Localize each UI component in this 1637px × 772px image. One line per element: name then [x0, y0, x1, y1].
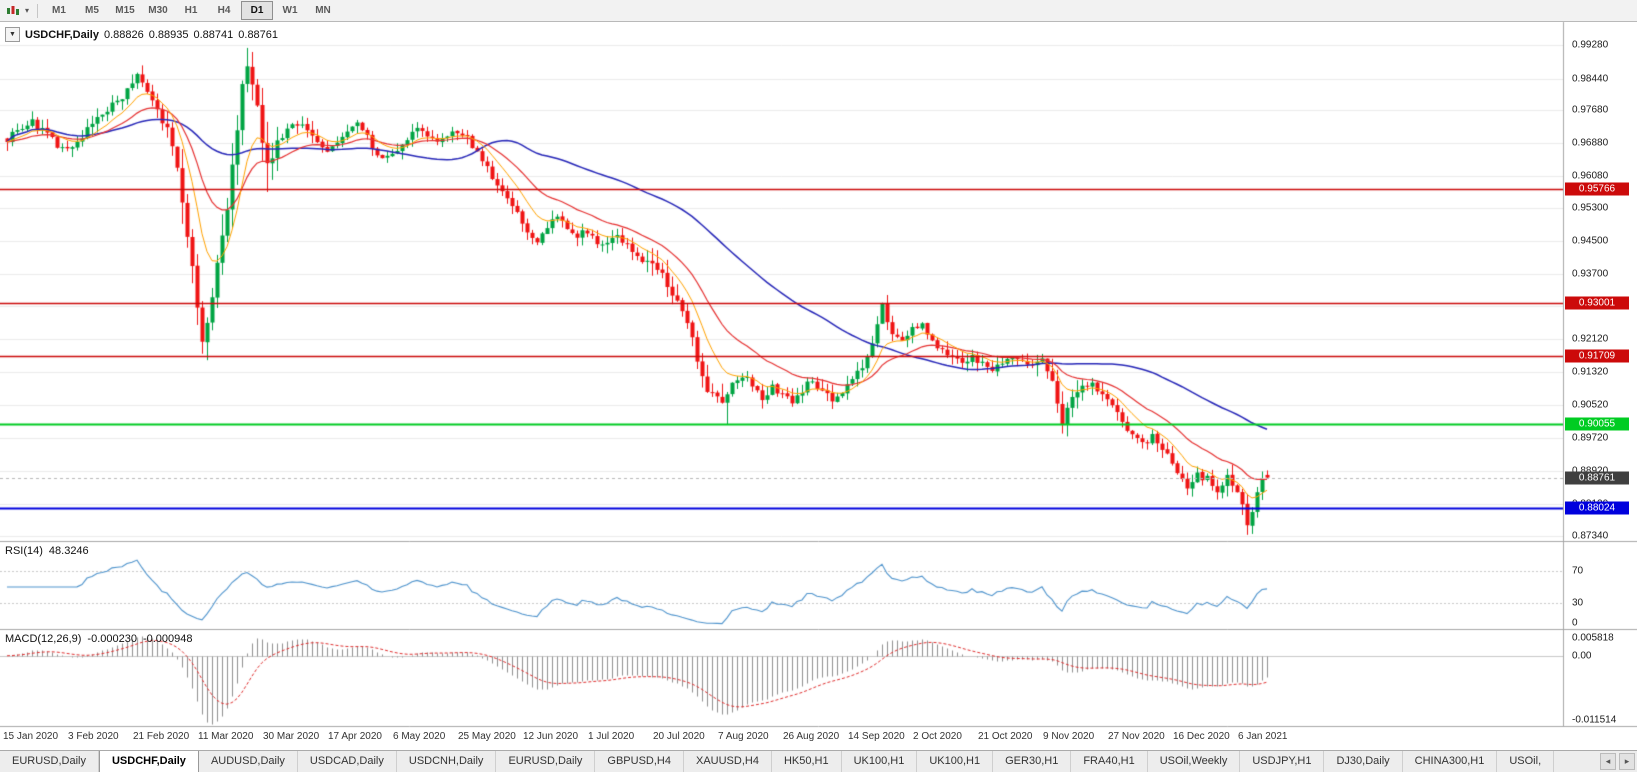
date-axis-label: 20 Jul 2020 — [653, 731, 705, 742]
chart-tabs-bar: EURUSD,Daily USDCHF,Daily AUDUSD,Daily USDC… — [0, 750, 1637, 772]
date-axis-label: 21 Feb 2020 — [133, 731, 190, 742]
tabs-scroll-right-icon[interactable]: ▸ — [1619, 753, 1635, 770]
chart-tab[interactable]: AUDUSD,Daily — [198, 751, 298, 772]
price-axis-label: 0.95300 — [1572, 202, 1609, 214]
price-axis-label: 0.93700 — [1572, 268, 1609, 280]
chart-tab[interactable]: USDCAD,Daily — [297, 751, 397, 772]
chart-tab[interactable]: FRA40,H1 — [1071, 751, 1148, 772]
date-axis-label: 17 Apr 2020 — [328, 731, 382, 742]
timeframe-button-m30[interactable]: M30 — [148, 5, 168, 16]
chart-tab[interactable]: CHINA300,H1 — [1402, 751, 1498, 772]
rsi-indicator-value: 48.3246 — [48, 545, 89, 557]
timeframe-button-m5[interactable]: M5 — [85, 5, 99, 16]
macd-pane-title: MACD(12,26,9) -0.000230 -0.000948 — [5, 633, 193, 645]
rsi-axis-label: 30 — [1572, 597, 1584, 609]
chart-type-dropdown-icon[interactable]: ▾ — [24, 6, 29, 15]
macd-indicator-signal-value: -0.000948 — [142, 633, 193, 645]
rsi-axis-label: 0 — [1572, 617, 1578, 629]
timeframe-buttons: M1 M5 M15 M30 H1 H4 D1 W1 MN — [43, 1, 339, 20]
chart-tab[interactable]: GER30,H1 — [993, 751, 1072, 772]
ohlc-low: 0.88741 — [193, 28, 234, 41]
date-axis-label: 30 Mar 2020 — [263, 731, 320, 742]
price-axis-label: 0.92120 — [1572, 333, 1609, 345]
chart-tab[interactable]: EURUSD,Daily — [496, 751, 596, 772]
chart-tab[interactable]: UK100,H1 — [917, 751, 994, 772]
timeframe-button-h1[interactable]: H1 — [184, 5, 198, 16]
timeframe-toolbar: ▾ M1 M5 M15 M30 H1 H4 D1 W1 MN — [0, 0, 1637, 22]
date-axis-label: 9 Nov 2020 — [1043, 731, 1095, 742]
price-axis-label: 0.89720 — [1572, 432, 1609, 444]
date-axis-label: 6 Jan 2021 — [1238, 731, 1288, 742]
price-axis-label: 0.90520 — [1572, 399, 1609, 411]
chart-menu-icon[interactable]: ▼ — [5, 27, 20, 42]
chart-tab[interactable]: USDCHF,Daily — [98, 751, 199, 772]
chart-tab[interactable]: HK50,H1 — [771, 751, 842, 772]
chart-title: ▼ USDCHF,Daily 0.88826 0.88935 0.88741 0… — [5, 27, 278, 42]
chart-tab[interactable]: UK100,H1 — [841, 751, 918, 772]
date-axis-label: 15 Jan 2020 — [3, 731, 59, 742]
price-axis-label: 0.96080 — [1572, 170, 1609, 182]
timeframe-button-d1[interactable]: D1 — [241, 1, 273, 20]
chart-tab[interactable]: GBPUSD,H4 — [595, 751, 684, 772]
rsi-pane-title: RSI(14) 48.3246 — [5, 545, 89, 557]
price-axis-label: 0.98440 — [1572, 73, 1609, 85]
date-axis-label: 25 May 2020 — [458, 731, 516, 742]
price-line-badge: 0.95766 — [1565, 182, 1629, 196]
timeframe-button-w1[interactable]: W1 — [282, 5, 298, 16]
date-axis-label: 11 Mar 2020 — [198, 731, 254, 742]
chart-tab[interactable]: EURUSD,Daily — [0, 751, 99, 772]
date-axis-label: 14 Sep 2020 — [848, 731, 905, 742]
rsi-axis-label: 70 — [1572, 565, 1584, 577]
timeframe-button-mn[interactable]: MN — [315, 5, 331, 16]
price-line-badge: 0.93001 — [1565, 296, 1629, 310]
date-axis-label: 2 Oct 2020 — [913, 731, 962, 742]
chart-tab[interactable]: DJ30,Daily — [1324, 751, 1403, 772]
chart-tab[interactable]: USOil,Weekly — [1147, 751, 1241, 772]
price-line-badge: 0.88024 — [1565, 501, 1629, 515]
date-axis-label: 27 Nov 2020 — [1108, 731, 1165, 742]
price-line-badge: 0.90055 — [1565, 417, 1629, 431]
macd-axis-label: 0.00 — [1572, 650, 1592, 662]
toolbar-separator — [37, 3, 38, 18]
date-axis-label: 6 May 2020 — [393, 731, 446, 742]
chart-symbol: USDCHF,Daily — [25, 28, 99, 41]
macd-indicator-value: -0.000230 — [87, 633, 137, 645]
price-line-badge: 0.91709 — [1565, 349, 1629, 363]
chart-type-icon[interactable] — [4, 3, 22, 19]
date-axis-label: 16 Dec 2020 — [1173, 731, 1230, 742]
tabs-scroll-left-icon[interactable]: ◂ — [1600, 753, 1616, 770]
price-axis-label: 0.99280 — [1572, 39, 1609, 51]
price-axis-label: 0.97680 — [1572, 104, 1609, 116]
macd-axis-label: 0.005818 — [1572, 632, 1614, 644]
price-axis-label: 0.88920 — [1572, 466, 1608, 477]
price-axis-label: 0.87340 — [1572, 530, 1609, 542]
timeframe-button-m15[interactable]: M15 — [115, 5, 135, 16]
date-axis-label: 12 Jun 2020 — [523, 731, 579, 742]
ohlc-open: 0.88826 — [103, 28, 144, 41]
date-axis-label: 1 Jul 2020 — [588, 731, 635, 742]
rsi-indicator-name: RSI(14) — [5, 545, 43, 557]
date-axis-label: 3 Feb 2020 — [68, 731, 119, 742]
macd-indicator-name: MACD(12,26,9) — [5, 633, 82, 645]
date-axis-label: 7 Aug 2020 — [718, 731, 769, 742]
date-axis-label: 26 Aug 2020 — [783, 731, 840, 742]
current-price-badge: 0.88761 — [1565, 471, 1629, 485]
timeframe-button-h4[interactable]: H4 — [217, 5, 231, 16]
chart-tab[interactable]: USOil, — [1497, 751, 1555, 772]
price-axis-label: 0.91320 — [1572, 366, 1609, 378]
tab-scroll-arrows: ◂ ▸ — [1600, 753, 1635, 770]
ohlc-high: 0.88935 — [148, 28, 189, 41]
date-axis-label: 21 Oct 2020 — [978, 731, 1033, 742]
chart-tab[interactable]: USDJPY,H1 — [1240, 751, 1325, 772]
timeframe-button-m1[interactable]: M1 — [52, 5, 66, 16]
chart-tab[interactable]: USDCNH,Daily — [396, 751, 497, 772]
macd-axis-label: -0.011514 — [1572, 714, 1617, 726]
ohlc-close: 0.88761 — [238, 28, 279, 41]
price-axis-label: 0.94500 — [1572, 235, 1609, 247]
chart-tab[interactable]: XAUUSD,H4 — [683, 751, 772, 772]
price-axis-label: 0.96880 — [1572, 137, 1609, 149]
